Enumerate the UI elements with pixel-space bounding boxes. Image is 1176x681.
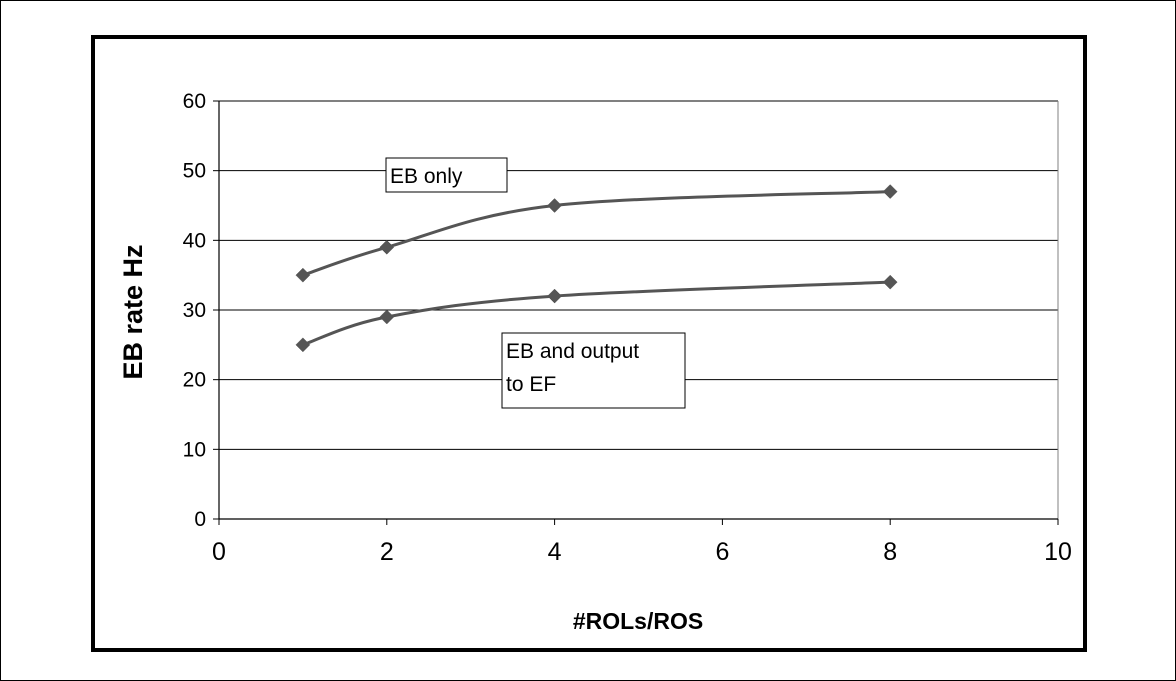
y-axis-title: EB rate Hz xyxy=(118,244,148,379)
data-point-marker xyxy=(882,274,898,290)
data-point-marker xyxy=(295,337,311,353)
x-axis-title: #ROLs/ROS xyxy=(573,608,703,634)
series-line-2 xyxy=(302,280,891,347)
x-tick-label: 2 xyxy=(380,538,394,566)
annotation-text: EB and output xyxy=(506,340,639,363)
y-tick-label: 50 xyxy=(183,160,206,183)
gridlines xyxy=(219,100,1059,519)
annotations: EB only EB and output to EF xyxy=(385,157,686,409)
y-tick-label: 0 xyxy=(194,508,206,531)
y-tick-label: 40 xyxy=(183,229,206,252)
x-tick-label: 4 xyxy=(548,538,562,566)
data-point-marker xyxy=(547,288,562,304)
series-group xyxy=(295,184,898,353)
x-tick-label: 8 xyxy=(883,538,897,566)
annotation-box-1: EB only xyxy=(385,157,508,193)
annotation-text: to EF xyxy=(506,373,556,396)
annotation-text: EB only xyxy=(390,165,463,188)
axes: 0 10 20 30 40 50 60 0 2 4 6 8 10 xyxy=(183,90,1072,566)
annotation-frame xyxy=(501,332,686,409)
data-point-marker xyxy=(379,239,395,255)
data-point-marker xyxy=(379,309,395,325)
chart-frame xyxy=(91,35,1087,652)
y-tick-label: 10 xyxy=(183,438,206,461)
data-point-marker xyxy=(547,198,562,213)
data-point-marker xyxy=(295,267,311,283)
y-tick-label: 20 xyxy=(183,369,206,392)
annotation-frame xyxy=(385,157,508,193)
y-tick-label: 30 xyxy=(183,299,206,322)
x-tick-label: 6 xyxy=(715,538,729,566)
y-tick-label: 60 xyxy=(183,90,206,113)
annotation-box-2: EB and output to EF xyxy=(501,332,686,409)
series-line-1 xyxy=(302,190,891,277)
x-tick-label: 0 xyxy=(212,538,226,566)
x-tick-label: 10 xyxy=(1044,538,1072,566)
data-point-marker xyxy=(882,184,898,199)
